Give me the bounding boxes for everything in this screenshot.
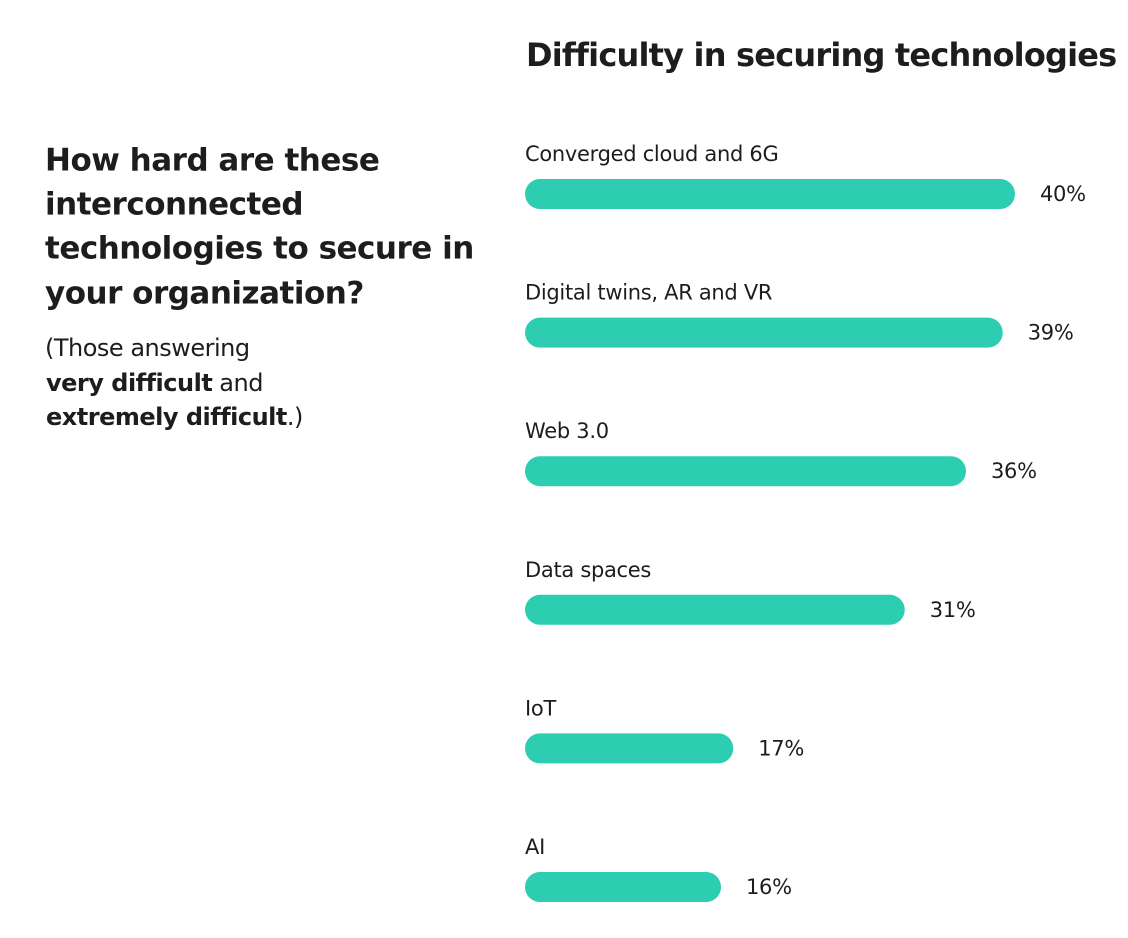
heading-line: How hard are these [45, 143, 379, 179]
value-label: 17% [758, 736, 804, 760]
note: very difficult and [46, 369, 263, 397]
bar [525, 594, 905, 625]
note-bold: extremely difficult [46, 403, 287, 431]
bar [525, 317, 1003, 348]
category-label: Web 3.0 [525, 419, 609, 443]
note: extremely difficult.) [46, 403, 303, 431]
heading-line: your organization? [45, 276, 364, 312]
note-text: and [219, 369, 263, 397]
value-label: 40% [1040, 182, 1086, 206]
category-label: IoT [525, 696, 556, 720]
value-label: 16% [746, 875, 792, 899]
category-label: Digital twins, AR and VR [525, 281, 772, 305]
bar [525, 456, 966, 487]
heading-line: technologies to secure in [45, 231, 474, 267]
value-label: 36% [991, 459, 1037, 483]
note: (Those answering [45, 334, 250, 362]
note-bold: very difficult [46, 369, 212, 397]
chart-title: Difficulty in securing technologies [526, 36, 1116, 74]
category-label: Data spaces [525, 558, 651, 582]
bar [525, 733, 734, 764]
note-text: .) [287, 403, 303, 431]
category-label: AI [525, 835, 545, 859]
bar [525, 872, 721, 902]
bar [525, 179, 1015, 209]
heading-line: interconnected [45, 187, 303, 223]
value-label: 31% [930, 598, 976, 622]
value-label: 39% [1028, 321, 1074, 345]
category-label: Converged cloud and 6G [525, 142, 778, 166]
